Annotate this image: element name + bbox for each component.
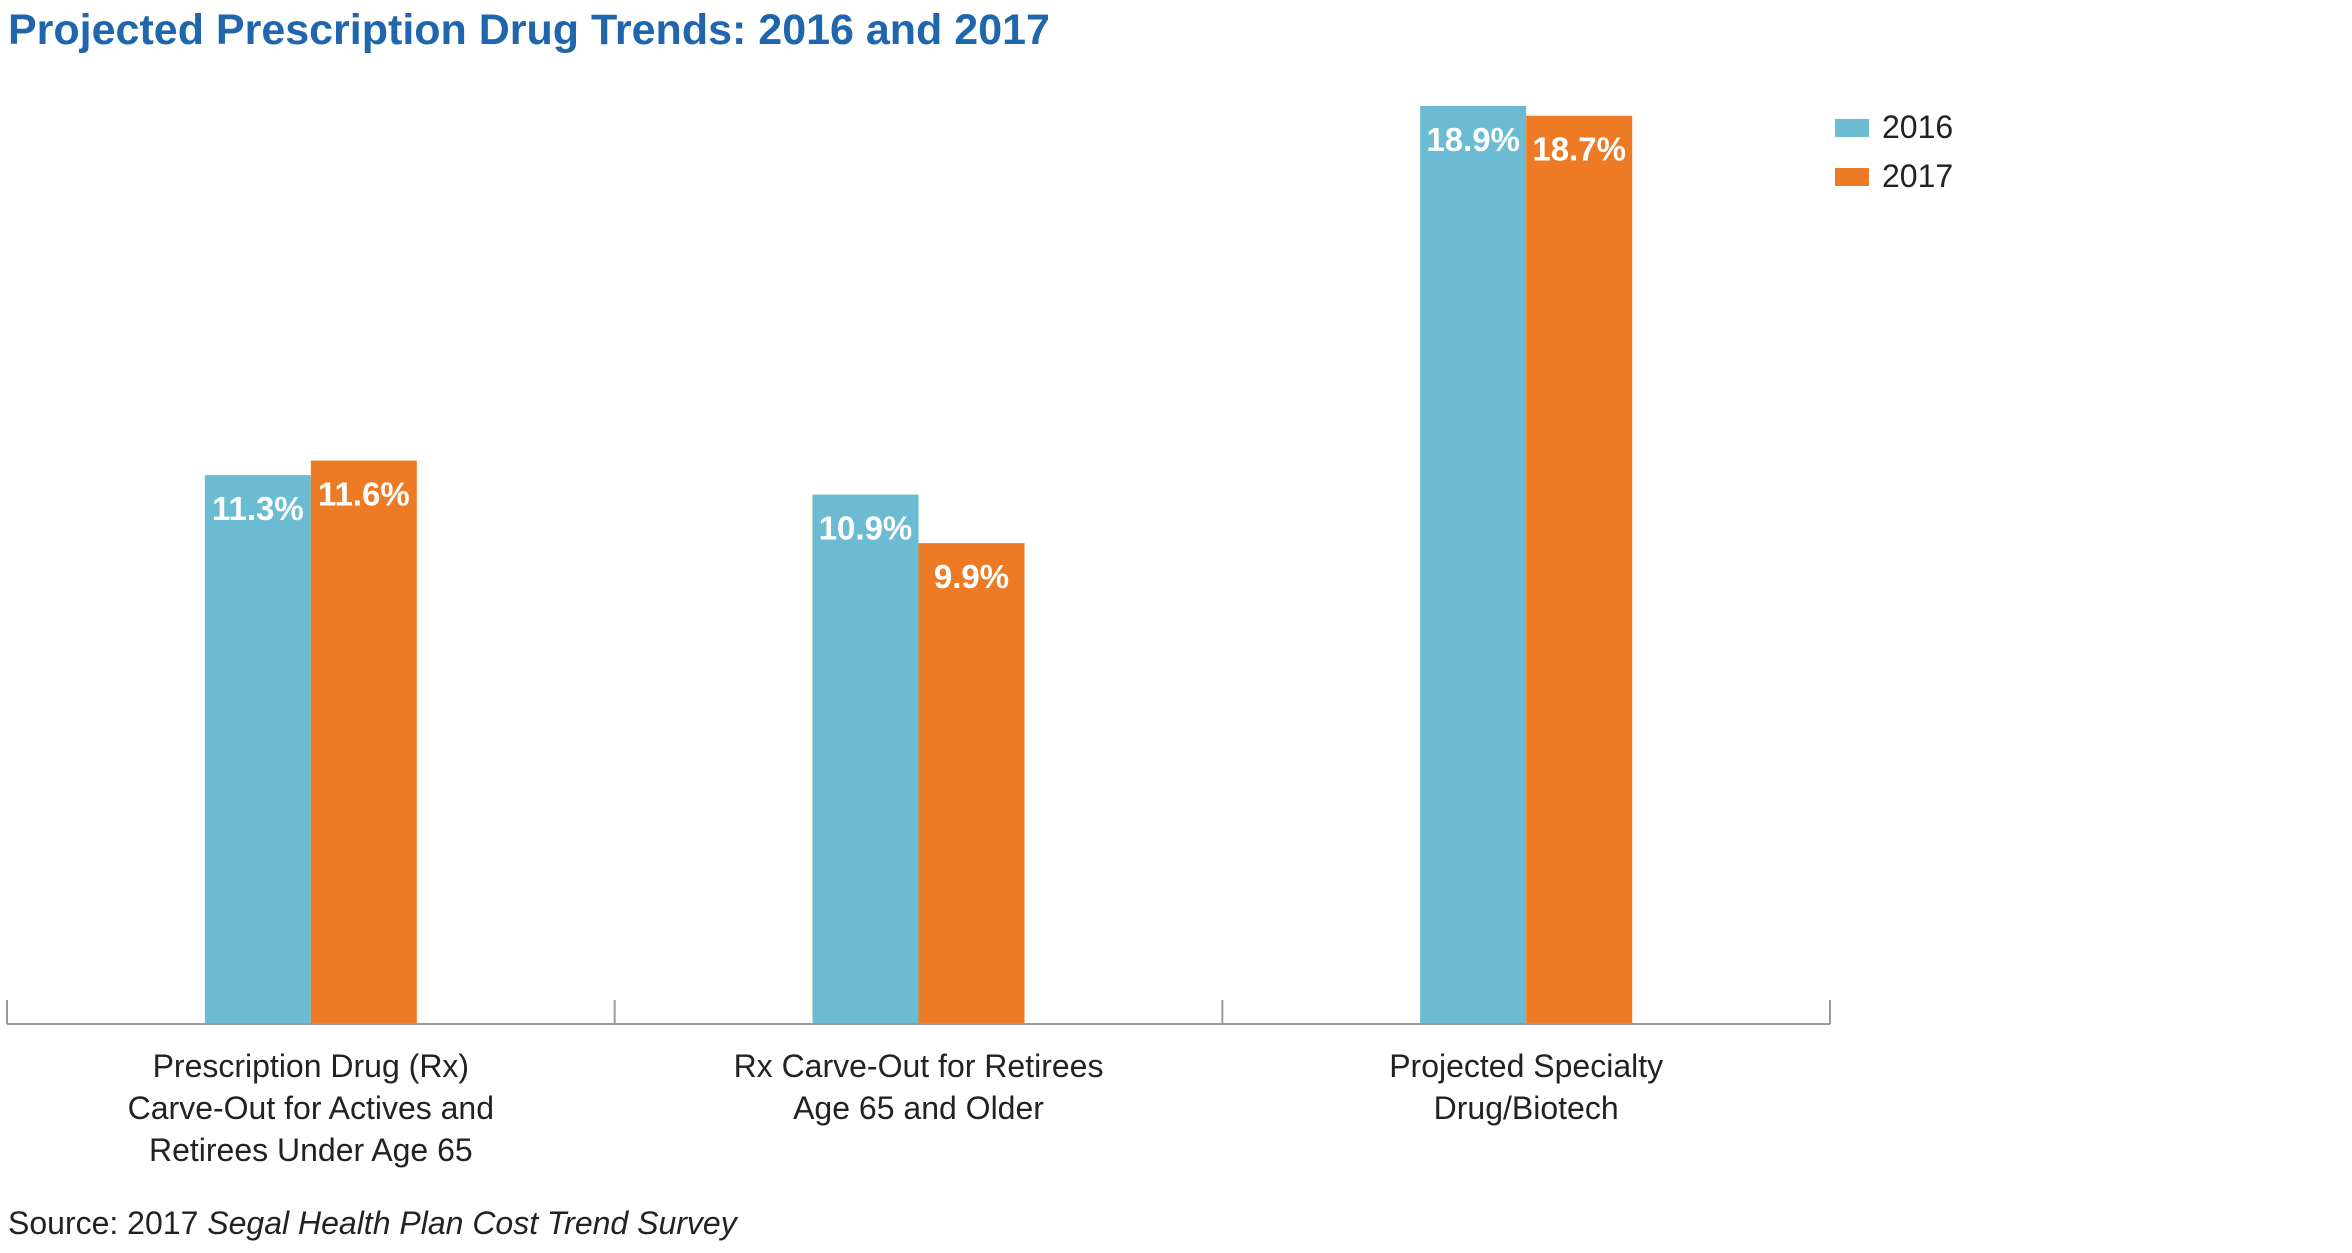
bar-2016-cat-2 — [812, 494, 919, 1025]
legend-swatch-2017 — [1835, 168, 1869, 186]
value-label-2017-cat-2: 9.9% — [934, 558, 1009, 595]
bar-2016-cat-1 — [204, 475, 311, 1025]
x-axis — [6, 1000, 1831, 1025]
category-label-1: Prescription Drug (Rx) Carve-Out for Acti… — [51, 1045, 571, 1171]
bar-2017-cat-3 — [1526, 115, 1633, 1024]
legend-label-2016: 2016 — [1882, 109, 1953, 145]
category-label-line: Drug/Biotech — [1433, 1090, 1619, 1126]
bar-2017-cat-1 — [310, 460, 417, 1025]
bar-2016-cat-3 — [1420, 106, 1527, 1024]
source-line: Source: 2017 Segal Health Plan Cost Tren… — [8, 1205, 737, 1242]
value-label-2016-cat-3: 18.9% — [1426, 121, 1520, 158]
chart-title: Projected Prescription Drug Trends: 2016… — [8, 6, 1050, 54]
legend: 2016 2017 — [1835, 109, 1953, 194]
category-label-line: Prescription Drug (Rx) — [152, 1048, 470, 1084]
category-label-line: Projected Specialty — [1389, 1048, 1664, 1084]
category-label-3: Projected Specialty Drug/Biotech — [1266, 1045, 1786, 1129]
category-label-2: Rx Carve-Out for Retirees Age 65 and Olde… — [659, 1045, 1179, 1129]
source-prefix: Source: 2017 — [8, 1205, 208, 1241]
category-label-line: Carve-Out for Actives and — [127, 1090, 495, 1126]
bars-layer — [204, 106, 1633, 1025]
value-label-2016-cat-1: 11.3% — [212, 490, 304, 527]
legend-label-2017: 2017 — [1882, 158, 1953, 194]
legend-swatch-2016 — [1835, 119, 1869, 137]
category-label-line: Rx Carve-Out for Retirees — [733, 1048, 1104, 1084]
value-label-2017-cat-1: 11.6% — [318, 476, 410, 513]
category-label-line: Age 65 and Older — [793, 1090, 1044, 1126]
source-title: Segal Health Plan Cost Trend Survey — [207, 1205, 737, 1241]
category-label-line: Retirees Under Age 65 — [148, 1132, 473, 1168]
bar-2017-cat-2 — [918, 543, 1025, 1024]
value-labels-layer: 11.3% 11.6% 10.9% 9.9% 18.9% 18.7% — [212, 121, 1626, 595]
value-label-2017-cat-3: 18.7% — [1532, 131, 1626, 168]
value-label-2016-cat-2: 10.9% — [819, 510, 913, 547]
